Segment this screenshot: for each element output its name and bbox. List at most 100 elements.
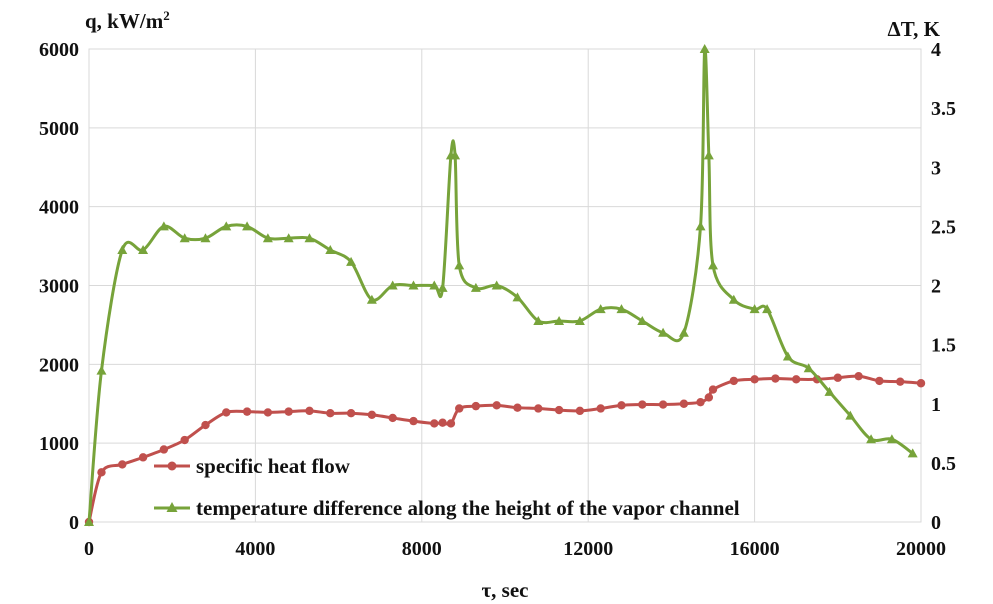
series-0-point-34 [708,385,718,394]
series-1-point-11 [304,233,315,243]
series-1-point-6 [200,233,211,243]
series-0-point-28 [617,401,626,410]
y-right-axis-title: ΔT, K [888,17,941,41]
series-0-point-36 [750,375,759,384]
y-right-tick-label-0: 0 [931,512,941,534]
series-0-point-5 [180,435,189,445]
y-right-axis-ticks: 0 0.5 1 1.5 2 2.5 3 3.5 4 [931,39,956,534]
x-axis-ticks: 0 4000 8000 12000 16000 20000 [84,538,946,560]
series-0-point-44 [916,379,926,388]
series-0-point-12 [326,409,335,418]
series-0-point-8 [242,407,252,416]
series-0-point-1 [97,468,106,477]
legend: specific heat flow temperature differenc… [154,454,740,520]
series-0-point-40 [833,373,842,382]
x-tick-label-4: 16000 [730,538,780,560]
series-0-point-27 [596,404,605,413]
series-0-point-11 [305,406,314,416]
series-0-point-31 [679,399,689,408]
series-1-point-9 [262,233,273,243]
y-left-tick-label-5: 5000 [39,118,79,140]
y-right-tick-label-6: 3 [931,157,941,179]
series-0-point-9 [263,408,273,417]
y-right-tick-label-1: 0.5 [931,453,956,475]
series-1-point-46 [907,448,918,458]
series-1-point-31 [658,327,669,337]
series-1-point-45 [886,434,897,444]
series-1-point-35 [703,150,714,160]
series-0-point-30 [658,400,668,409]
series-1-point-14 [366,294,377,304]
series-1-point-2 [117,245,128,255]
series-1-point-21 [454,260,465,270]
y-right-tick-label-2: 1 [931,394,941,416]
y-left-tick-label-6: 6000 [39,39,79,61]
series-0-point-2 [118,460,127,469]
series-0-point-7 [222,408,231,417]
x-tick-label-0: 0 [84,538,94,560]
series-0-point-6 [201,420,210,430]
series-1-point-39 [762,304,773,314]
series-1-point-10 [283,233,294,243]
series-0-point-29 [638,400,647,409]
series-0-point-10 [284,407,293,416]
x-tick-label-1: 4000 [235,538,275,560]
series-1-point-27 [574,315,585,325]
series-0-point-4 [159,445,169,454]
series-1-point-13 [346,256,357,266]
series-0-point-17 [430,419,439,428]
legend-entry-specific-heat-flow: specific heat flow [154,454,351,478]
series-0-point-24 [534,404,543,413]
series-0-point-23 [513,403,522,412]
series-0-point-13 [346,409,356,418]
series-0 [84,371,926,527]
series-0-point-41 [854,371,863,381]
series-1-point-1 [96,365,107,375]
series-1-point-41 [803,363,814,373]
y-left-tick-label-0: 0 [69,512,79,534]
y-left-axis-ticks: 0 1000 2000 3000 4000 5000 6000 [39,39,79,534]
series-1-point-44 [866,434,877,444]
series-1-point-34 [699,44,710,53]
y-left-axis-title-superscript: 2 [163,8,170,23]
series-1-point-15 [387,280,398,290]
series-1-point-32 [678,327,689,337]
plot-area [88,48,922,523]
y-left-tick-label-1: 1000 [39,433,79,455]
series-0-point-3 [138,453,148,462]
series-0-point-25 [554,405,564,415]
series-0-point-37 [771,374,780,383]
series-0-point-35 [729,376,738,386]
series-1-point-33 [695,221,706,231]
series-1-point-26 [554,315,565,325]
legend-swatch-marker-heat-flow [167,461,177,471]
x-axis-title: τ, sec [482,578,529,602]
legend-swatch-marker-temperature [166,502,178,512]
series-layer [84,44,926,527]
series-0-point-14 [367,410,377,419]
series-1-point-8 [242,221,253,231]
x-tick-label-3: 12000 [563,538,613,560]
series-0-point-43 [896,377,905,386]
series-1-point-12 [325,245,336,255]
y-right-tick-label-5: 2.5 [931,216,956,238]
series-1-point-24 [512,292,523,302]
series-1-point-36 [708,260,718,270]
y-left-tick-label-2: 2000 [39,354,79,376]
series-0-point-21 [471,401,481,411]
series-0-point-16 [409,416,418,426]
series-1-point-4 [158,221,169,231]
series-1-point-0 [84,517,94,526]
series-1-point-43 [845,410,856,420]
series-0-point-18 [438,418,447,427]
y-right-tick-label-4: 2 [931,276,941,298]
x-tick-label-5: 20000 [896,538,946,560]
legend-entry-temperature-difference: temperature difference along the height … [154,496,740,520]
series-0-point-33 [704,393,714,402]
y-left-tick-label-4: 4000 [39,197,79,219]
y-left-axis-title: q, kW/m2 [85,8,170,33]
series-0-point-15 [388,413,397,423]
series-1-point-28 [595,304,606,314]
series-0-point-38 [792,375,801,384]
series-0-point-22 [492,401,501,410]
